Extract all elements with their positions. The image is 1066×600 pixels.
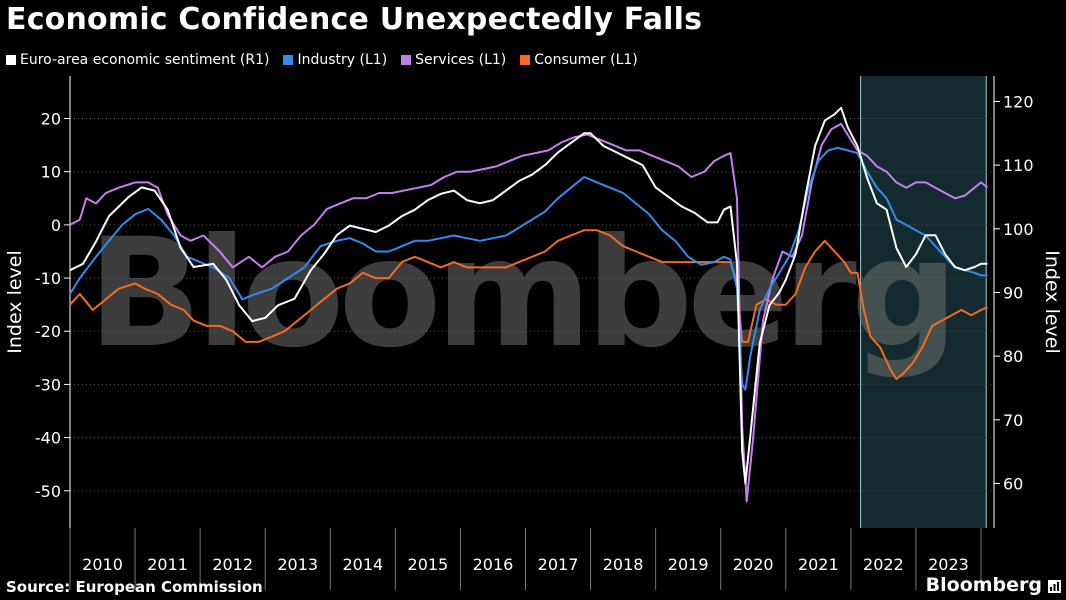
x-tick-label-2010: 2010 <box>82 555 123 574</box>
x-tick-label-2018: 2018 <box>603 555 644 574</box>
x-tick-label-2020: 2020 <box>733 555 774 574</box>
axes-group: 20100-10-20-30-40-5012011010090807060201… <box>35 76 1034 590</box>
x-tick-label-2011: 2011 <box>147 555 188 574</box>
y-left-tick-label-3: -10 <box>35 269 61 288</box>
legend-item-sentiment: Euro-area economic sentiment (R1) <box>6 52 269 68</box>
y-axis-right-label: Index level <box>1041 250 1063 354</box>
consumer-line <box>69 229 988 381</box>
x-tick-label-2019: 2019 <box>668 555 709 574</box>
legend-label-industry: Industry (L1) <box>297 52 388 68</box>
y-right-tick-label-1: 110 <box>1003 156 1034 175</box>
highlight-region <box>860 76 987 528</box>
y-right-tick-label-0: 120 <box>1003 92 1034 111</box>
y-left-tick-label-5: -30 <box>35 375 61 394</box>
y-right-tick-label-6: 60 <box>1003 474 1023 493</box>
y-right-tick-label-2: 100 <box>1003 220 1034 239</box>
brand-logo-text: Bloomberg <box>925 574 1042 596</box>
y-left-tick-label-0: 20 <box>41 110 61 129</box>
x-tick-label-2012: 2012 <box>212 555 253 574</box>
watermark-text: Bloomberg <box>88 207 953 381</box>
services-line <box>69 122 989 503</box>
axis-labels-group: Index level Index level <box>4 250 1063 354</box>
x-tick-label-2013: 2013 <box>277 555 318 574</box>
legend-swatch-industry <box>283 55 294 65</box>
y-left-tick-label-1: 10 <box>41 163 61 182</box>
chart-title: Economic Confidence Unexpectedly Falls <box>6 2 703 37</box>
series-lines-group <box>69 106 989 503</box>
y-left-tick-label-4: -20 <box>35 322 61 341</box>
x-tick-label-2014: 2014 <box>342 555 383 574</box>
legend-swatch-consumer <box>520 55 531 65</box>
highlight-region-group <box>860 76 987 528</box>
y-left-tick-label-7: -50 <box>35 482 61 501</box>
x-tick-label-2015: 2015 <box>408 555 449 574</box>
y-right-tick-label-3: 90 <box>1003 283 1023 302</box>
sentiment-line <box>69 106 988 485</box>
legend-label-consumer: Consumer (L1) <box>534 52 638 68</box>
y-left-tick-label-2: 0 <box>51 216 61 235</box>
legend-swatch-services <box>401 55 412 65</box>
legend-item-consumer: Consumer (L1) <box>520 52 638 68</box>
y-axis-left-label: Index level <box>4 250 26 354</box>
y-right-tick-label-5: 70 <box>1003 411 1023 430</box>
legend-swatch-sentiment <box>6 55 16 65</box>
x-tick-label-2022: 2022 <box>863 555 904 574</box>
source-note: Source: European Commission <box>6 578 263 596</box>
y-left-tick-label-6: -40 <box>35 429 61 448</box>
legend: Euro-area economic sentiment (R1) Indust… <box>6 52 638 68</box>
y-right-tick-label-4: 80 <box>1003 347 1023 366</box>
x-tick-label-2023: 2023 <box>928 555 969 574</box>
industry-line <box>69 146 988 391</box>
legend-item-services: Services (L1) <box>401 52 506 68</box>
x-tick-label-2017: 2017 <box>538 555 579 574</box>
legend-item-industry: Industry (L1) <box>283 52 387 68</box>
bar-chart-icon <box>1048 580 1061 593</box>
x-tick-label-2021: 2021 <box>798 555 839 574</box>
legend-label-services: Services (L1) <box>415 52 507 68</box>
x-tick-label-2016: 2016 <box>473 555 514 574</box>
legend-label-sentiment: Euro-area economic sentiment (R1) <box>20 52 270 68</box>
